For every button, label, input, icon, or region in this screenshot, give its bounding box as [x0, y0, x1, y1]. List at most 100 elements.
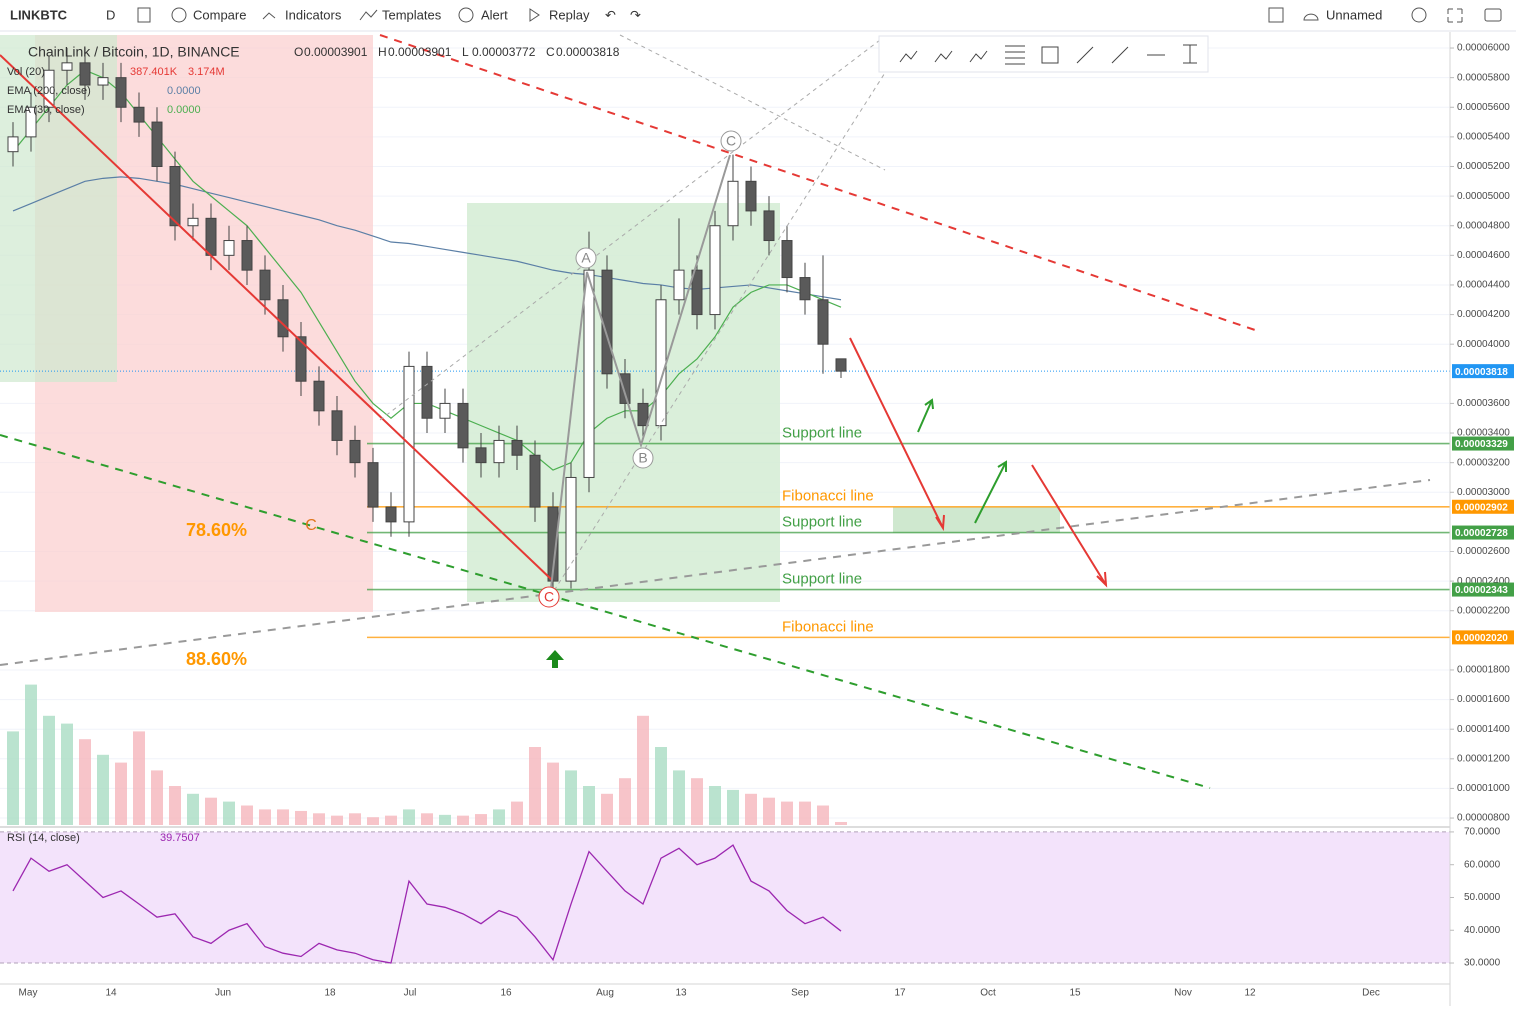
ema-legend: EMA (200, close)	[7, 85, 91, 97]
candle-body	[637, 402, 649, 427]
settings-icon[interactable]	[1411, 7, 1427, 23]
indicators-icon[interactable]	[262, 12, 276, 20]
compare-button[interactable]: Compare	[193, 7, 246, 22]
candle-body	[97, 77, 109, 86]
x-tick-label: 18	[324, 988, 336, 999]
price-badge-label: 0.00002902	[1455, 502, 1508, 513]
interval[interactable]: D	[106, 7, 115, 22]
candle-body	[7, 136, 19, 153]
zones	[0, 35, 1060, 612]
candle-body	[187, 217, 199, 227]
pattern-circle	[720, 130, 742, 152]
trend-line	[379, 34, 1256, 331]
price-line-label: Support line	[782, 425, 862, 442]
volume-bar	[727, 789, 739, 825]
rsi-tick-label: 50.0000	[1464, 892, 1501, 903]
volume-bar	[79, 739, 91, 825]
x-tick-label: 16	[500, 988, 512, 999]
x-tick-label: Aug	[596, 988, 614, 999]
candle-body	[223, 240, 235, 256]
pattern-label: C	[726, 133, 736, 149]
ema-value: 0.0000	[167, 104, 201, 116]
candle-body	[655, 299, 667, 427]
candle-body	[349, 439, 361, 464]
volume-legend: Vol (20)	[7, 66, 45, 78]
y-tick-label: 0.00003400	[1457, 428, 1510, 439]
volume-bar	[205, 797, 217, 825]
alert-button[interactable]: Alert	[481, 7, 508, 22]
indicators-button[interactable]: Indicators	[285, 7, 342, 22]
volume-bar	[511, 801, 523, 825]
candle-body	[385, 506, 397, 523]
candle-body	[817, 299, 829, 345]
price-badge-label: 0.00002728	[1455, 528, 1508, 539]
candle-body	[313, 380, 325, 412]
replay-button[interactable]: Replay	[549, 7, 590, 22]
ohlc-value: 0.00003901	[304, 45, 368, 59]
ohlc-value: 0.00003818	[556, 45, 620, 59]
candle-body	[475, 447, 487, 464]
volume-bar	[655, 747, 667, 825]
volume-bar	[61, 723, 73, 825]
undo[interactable]: ↶	[605, 7, 616, 22]
y-tick-label: 0.00006000	[1457, 43, 1510, 54]
price-badge	[1452, 364, 1514, 379]
candle-body	[169, 165, 181, 227]
volume-bar	[691, 778, 703, 825]
compare-icon[interactable]	[171, 7, 187, 23]
fullscreen-icon[interactable]	[1447, 8, 1463, 23]
volume-bar	[745, 793, 757, 825]
volume-bar	[619, 778, 631, 825]
volume-bar	[349, 813, 361, 825]
fullscreen-box[interactable]	[1268, 7, 1284, 23]
cloud-icon[interactable]	[1303, 13, 1319, 21]
volume-bar	[547, 762, 559, 825]
alert-icon[interactable]	[458, 7, 474, 23]
rsi-value: 39.7507	[160, 832, 200, 844]
volume-bar	[457, 815, 469, 825]
volume-bar	[331, 815, 343, 825]
x-tick-label: 13	[675, 988, 687, 999]
candle-body	[151, 121, 163, 167]
rsi-pane: RSI (14, close) 39.7507	[0, 831, 1450, 964]
candle-body	[727, 180, 739, 227]
symbol[interactable]: LINKBTC	[10, 7, 68, 22]
candle-body	[673, 269, 685, 301]
candle-body	[763, 210, 775, 242]
layout-name[interactable]: Unnamed	[1326, 7, 1382, 22]
price-line-label: Fibonacci line	[782, 618, 874, 635]
channel-line	[549, 64, 891, 598]
legend: ChainLink / Bitcoin, 1D, BINANCE O 0.0000…	[7, 44, 620, 116]
volume-bar	[583, 786, 595, 825]
volume-bar	[259, 809, 271, 825]
pane-separator	[0, 826, 1450, 828]
candle-body	[61, 62, 73, 71]
volume-bar	[475, 814, 487, 825]
drawing-tools[interactable]	[899, 44, 1197, 65]
candle-icon[interactable]	[137, 7, 151, 23]
volume-bar	[421, 813, 433, 825]
redo[interactable]: ↷	[630, 7, 641, 22]
rsi-tick-label: 30.0000	[1464, 958, 1501, 969]
templates-button[interactable]: Templates	[382, 7, 442, 22]
candle-body	[133, 106, 145, 123]
volume-ma-value: 3.174M	[188, 66, 225, 78]
candle-body	[421, 365, 433, 419]
x-tick-label: Sep	[791, 988, 809, 999]
rsi-tick-label: 40.0000	[1464, 925, 1501, 936]
volume-bar	[367, 817, 379, 825]
replay-icon[interactable]	[529, 8, 540, 22]
volume-bar	[277, 809, 289, 825]
y-tick-label: 0.00001600	[1457, 694, 1510, 705]
x-tick-label: Dec	[1362, 988, 1380, 999]
y-tick-label: 0.00001400	[1457, 724, 1510, 735]
volume-bar	[43, 715, 55, 825]
pattern-circle	[632, 447, 654, 469]
y-tick-label: 0.00004000	[1457, 339, 1510, 350]
arrow	[917, 398, 934, 433]
templates-icon[interactable]	[359, 9, 378, 21]
drawing-toolbar-bg	[878, 35, 1209, 73]
y-tick-label: 0.00004400	[1457, 280, 1510, 291]
snapshot-icon[interactable]	[1484, 8, 1502, 22]
y-tick-label: 0.00003600	[1457, 398, 1510, 409]
